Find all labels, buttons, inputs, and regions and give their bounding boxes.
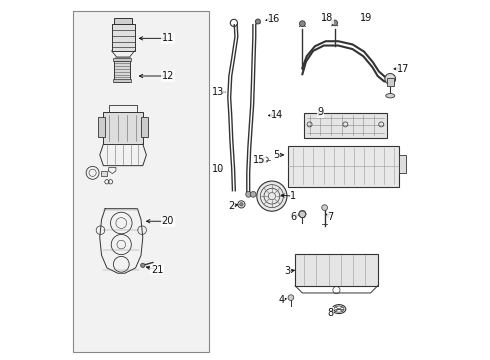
Bar xyxy=(103,112,143,144)
Circle shape xyxy=(245,192,251,197)
Circle shape xyxy=(257,181,287,211)
Text: 5: 5 xyxy=(273,150,280,160)
Circle shape xyxy=(385,73,395,84)
Text: 18: 18 xyxy=(320,13,333,23)
Bar xyxy=(141,117,148,137)
Circle shape xyxy=(332,20,338,26)
Bar xyxy=(101,171,107,176)
Bar xyxy=(399,155,406,173)
Text: 16: 16 xyxy=(268,14,280,24)
Text: 20: 20 xyxy=(162,216,174,226)
Text: 19: 19 xyxy=(360,13,372,23)
Text: 14: 14 xyxy=(271,111,283,121)
Text: 21: 21 xyxy=(151,265,163,275)
Text: 9: 9 xyxy=(317,107,323,117)
Text: 10: 10 xyxy=(212,164,224,174)
Bar xyxy=(114,18,132,24)
Bar xyxy=(288,146,399,187)
Text: 2: 2 xyxy=(228,201,235,211)
Circle shape xyxy=(322,205,327,211)
Circle shape xyxy=(288,295,294,301)
Circle shape xyxy=(141,263,145,267)
Circle shape xyxy=(299,21,305,27)
Circle shape xyxy=(255,19,260,24)
Text: 8: 8 xyxy=(327,308,333,318)
Circle shape xyxy=(240,203,243,206)
Text: 1: 1 xyxy=(291,191,296,201)
Bar xyxy=(115,60,130,82)
Text: 12: 12 xyxy=(162,71,174,81)
Circle shape xyxy=(299,211,306,218)
Circle shape xyxy=(250,192,256,197)
Bar xyxy=(98,117,105,137)
Text: 15: 15 xyxy=(253,155,266,165)
Text: 3: 3 xyxy=(284,266,291,276)
Text: 4: 4 xyxy=(278,295,285,305)
Bar xyxy=(113,58,131,60)
Bar xyxy=(295,253,378,286)
Bar xyxy=(113,79,131,82)
Bar xyxy=(112,24,135,51)
Text: 17: 17 xyxy=(396,64,409,74)
Bar xyxy=(73,12,209,352)
Text: 13: 13 xyxy=(212,87,224,97)
Text: 7: 7 xyxy=(327,212,334,221)
Text: 6: 6 xyxy=(291,212,297,221)
Ellipse shape xyxy=(386,94,395,98)
Bar xyxy=(304,113,387,138)
Text: 11: 11 xyxy=(162,33,174,43)
Bar xyxy=(387,78,394,86)
